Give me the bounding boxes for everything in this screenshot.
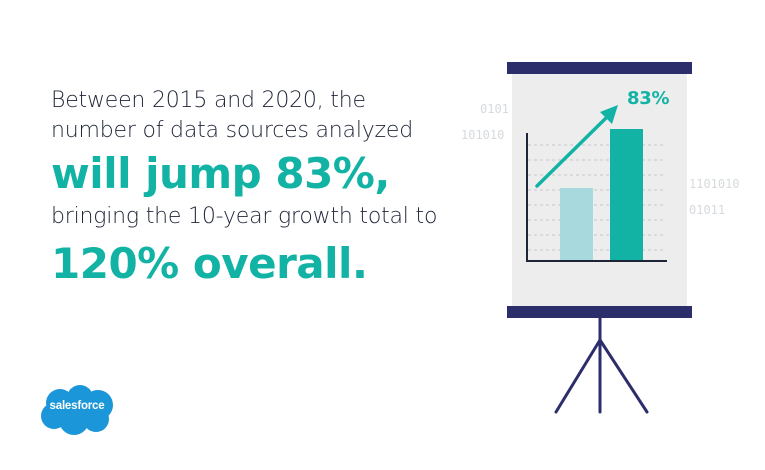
easel-legs [554,316,649,414]
salesforce-cloud-icon [41,385,113,435]
binary-decoration-1: 0101 [480,102,509,116]
chart-gridlines [528,144,665,251]
headline-line-4: bringing the 10-year growth total to [51,204,438,229]
flipchart-bottom-rail [507,306,692,318]
headline-line-1: Between 2015 and 2020, the [51,88,366,113]
chart-bar-after [610,129,643,260]
headline-highlight-1: will jump 83%, [51,149,390,198]
binary-decoration-3: 1101010 [689,177,740,191]
headline: Between 2015 and 2020, the number of dat… [51,86,471,290]
salesforce-logo-text: salesforce [49,400,105,412]
headline-highlight-2: 120% overall. [51,239,368,288]
chart-axes [526,133,667,262]
chart-bar-before [560,188,593,260]
binary-decoration-4: 01011 [689,203,726,217]
chart-percent-label: 83% [627,88,670,109]
flipchart-top-rail [507,62,692,74]
salesforce-logo[interactable]: salesforce [36,383,118,437]
binary-decoration-2: 101010 [461,128,505,142]
headline-line-2: number of data sources analyzed [51,118,413,143]
growth-arrow-icon [535,105,618,188]
